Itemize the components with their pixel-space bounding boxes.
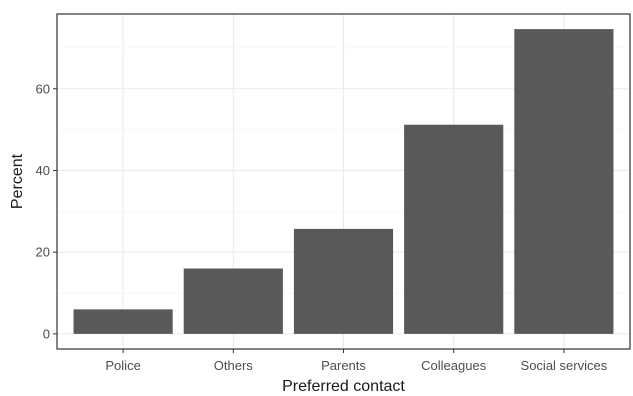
x-tick-label: Colleagues [421, 358, 487, 373]
bar-police [73, 309, 173, 334]
bar-social-services [514, 29, 614, 334]
x-axis-ticks: Police Others Parents Colleagues Social serv… [105, 349, 608, 373]
y-tick-label: 60 [36, 81, 50, 96]
x-axis-title: Preferred contact [282, 378, 405, 395]
x-tick-label: Others [214, 358, 254, 373]
x-tick-label: Parents [321, 358, 366, 373]
x-tick-label: Social services [521, 358, 608, 373]
x-tick-label: Police [105, 358, 140, 373]
bar-parents [293, 228, 394, 334]
bars [73, 29, 614, 334]
bar-others [183, 268, 283, 334]
bar-colleagues [404, 124, 504, 334]
y-axis-ticks: 0 20 40 60 [36, 81, 57, 341]
y-axis-title: Percent [9, 153, 26, 209]
y-tick-label: 20 [36, 245, 50, 260]
y-tick-label: 40 [36, 163, 50, 178]
y-tick-label: 0 [43, 326, 50, 341]
